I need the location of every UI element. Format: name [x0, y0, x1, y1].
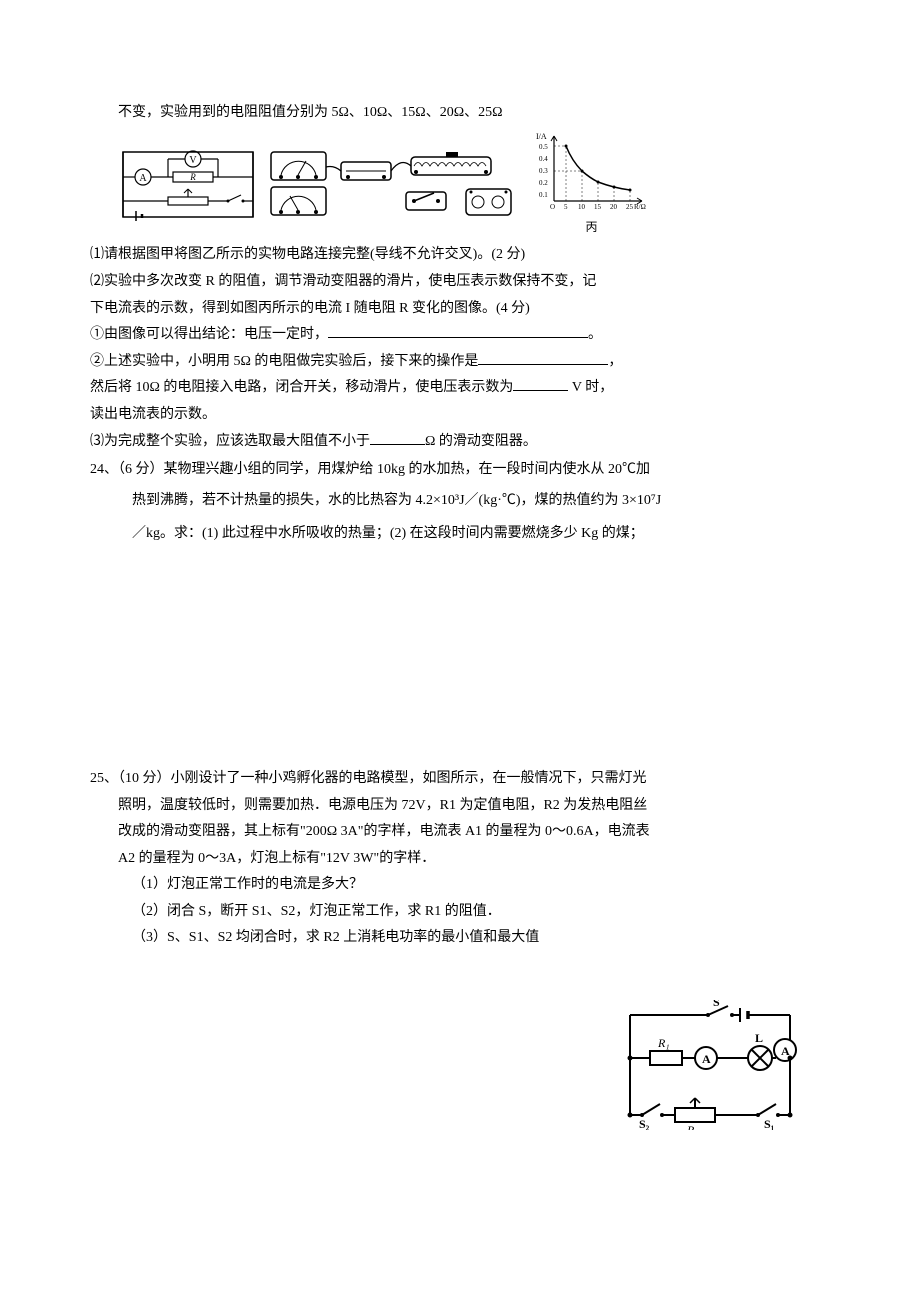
q1-line7: 读出电流表的示数。 — [90, 402, 830, 429]
q1-line3: 下电流表的示数，得到如图丙所示的电流 I 随电阻 R 变化的图像。(4 分) — [90, 296, 830, 323]
q25-line5: （1）灯泡正常工作时的电流是多大？ — [90, 872, 830, 899]
q25-line7: （3）S、S1、S2 均闭合时，求 R2 上消耗电功率的最小值和最大值 — [90, 925, 830, 952]
svg-text:0.2: 0.2 — [539, 179, 548, 187]
chart-bottom-label: 丙 — [585, 216, 597, 239]
y-axis-label: I/A — [536, 132, 547, 141]
blank-voltage — [513, 377, 568, 391]
q1-l6b: V 时， — [568, 380, 613, 395]
circuit-schematic-icon: V A R — [118, 147, 258, 222]
q1-line4: ①由图像可以得出结论：电压一定时， 。 — [90, 322, 830, 349]
svg-text:0.3: 0.3 — [539, 167, 548, 175]
q24-line3: ／kg。求：(1) 此过程中水所吸收的热量；(2) 在这段时间内需要燃烧多少 K… — [90, 517, 830, 551]
s2-label: S₂ — [639, 1117, 650, 1130]
q1-l8b: Ω 的滑动变阻器。 — [425, 434, 537, 449]
l-label: L — [755, 1031, 763, 1045]
r2-label: R₂ — [686, 1123, 699, 1130]
q24-line1: 24、（6 分）某物理兴趣小组的同学，用煤炉给 10kg 的水加热，在一段时间内… — [90, 457, 830, 484]
q25-line1: 25、（10 分）小刚设计了一种小鸡孵化器的电路模型，如图所示，在一般情况下，只… — [90, 766, 830, 793]
q1-line8: ⑶为完成整个实验，应该选取最大阻值不小于 Ω 的滑动变阻器。 — [90, 429, 830, 456]
spacer — [90, 551, 830, 766]
svg-text:15: 15 — [594, 203, 602, 211]
r1-label: R₁ — [657, 1036, 670, 1050]
i-r-chart: I/A 0.5 0.4 0.3 0.2 0.1 5 10 15 20 25 R/… — [534, 131, 649, 216]
svg-text:20: 20 — [610, 203, 618, 211]
q25-circuit-container: S R₁ A L A S₂ R₂ — [620, 1000, 800, 1141]
q1-l8a: ⑶为完成整个实验，应该选取最大阻值不小于 — [90, 434, 370, 449]
figures-row: V A R — [118, 131, 830, 239]
blank-conclusion — [328, 324, 588, 338]
q1-l4b: 。 — [588, 327, 602, 342]
q25-line3: 改成的滑动变阻器，其上标有"200Ω 3A"的字样，电流表 A1 的量程为 0～… — [90, 819, 830, 846]
svg-text:0.4: 0.4 — [539, 155, 548, 163]
q1-l5b: ， — [608, 354, 622, 369]
s1-label: S₁ — [764, 1117, 775, 1130]
s-label: S — [713, 1000, 720, 1009]
svg-text:O: O — [550, 203, 555, 211]
x-axis-label: R/Ω — [634, 203, 646, 211]
blank-resistance — [370, 431, 425, 445]
q25-line6: （2）闭合 S，断开 S1、S2，灯泡正常工作，求 R1 的阻值． — [90, 899, 830, 926]
a1-label: A — [702, 1052, 711, 1066]
q1-line2: ⑵实验中多次改变 R 的阻值，调节滑动变阻器的滑片，使电压表示数保持不变，记 — [90, 269, 830, 296]
q25-circuit-icon: S R₁ A L A S₂ R₂ — [620, 1000, 800, 1130]
v-label: V — [189, 155, 197, 166]
svg-text:5: 5 — [564, 203, 568, 211]
meters-components-icon — [266, 147, 526, 222]
chart-container: I/A 0.5 0.4 0.3 0.2 0.1 5 10 15 20 25 R/… — [534, 131, 649, 239]
blank-operation — [478, 351, 608, 365]
svg-text:0.5: 0.5 — [539, 143, 548, 151]
a-label: A — [139, 173, 147, 184]
svg-text:25: 25 — [626, 203, 634, 211]
q1-line5: ②上述实验中，小明用 5Ω 的电阻做完实验后，接下来的操作是 ， — [90, 349, 830, 376]
r-label: R — [189, 172, 196, 182]
header-line: 不变，实验用到的电阻阻值分别为 5Ω、10Ω、15Ω、20Ω、25Ω — [90, 100, 830, 127]
svg-text:10: 10 — [578, 203, 586, 211]
svg-text:0.1: 0.1 — [539, 191, 548, 199]
q24-line2: 热到沸腾，若不计热量的损失，水的比热容为 4.2×10³J／(kg·℃)，煤的热… — [90, 484, 830, 518]
q1-line1: ⑴请根据图甲将图乙所示的实物电路连接完整(导线不允许交叉)。(2 分) — [90, 242, 830, 269]
q1-line6: 然后将 10Ω 的电阻接入电路，闭合开关，移动滑片，使电压表示数为 V 时， — [90, 375, 830, 402]
q25-line4: A2 的量程为 0～3A，灯泡上标有"12V 3W"的字样． — [90, 846, 830, 873]
q1-l5a: ②上述实验中，小明用 5Ω 的电阻做完实验后，接下来的操作是 — [90, 354, 478, 369]
q25-line2: 照明，温度较低时，则需要加热．电源电压为 72V，R1 为定值电阻，R2 为发热… — [90, 793, 830, 820]
q1-l6a: 然后将 10Ω 的电阻接入电路，闭合开关，移动滑片，使电压表示数为 — [90, 380, 513, 395]
q1-l4a: ①由图像可以得出结论：电压一定时， — [90, 327, 328, 342]
